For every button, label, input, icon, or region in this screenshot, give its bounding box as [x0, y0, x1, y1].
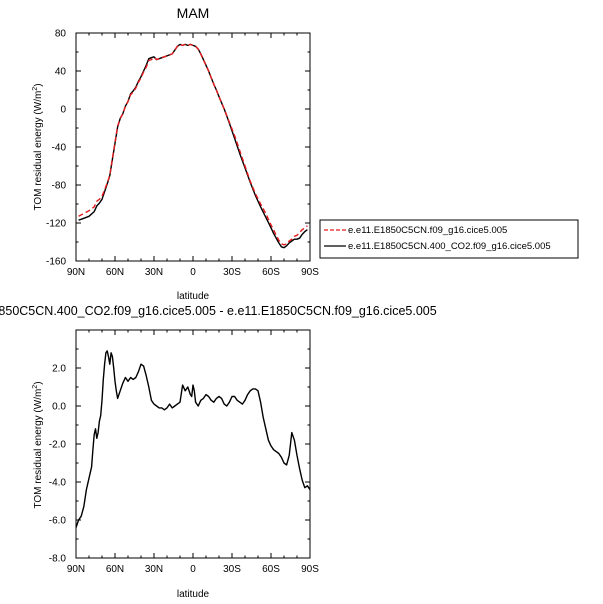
legend-border — [319, 219, 579, 259]
bottom-chart: e.e11.E1850C5CN.400_CO2.f09_g16.cice5.00… — [0, 304, 437, 600]
y-tick-label: -8.0 — [49, 554, 67, 565]
plot-frame — [75, 32, 311, 262]
series-line-1 — [78, 43, 308, 246]
x-tick-label: 90N — [67, 267, 85, 278]
y-tick-label: -6.0 — [49, 516, 67, 527]
y-tick-label: 40 — [55, 67, 67, 78]
x-tick-label: 30N — [145, 564, 163, 575]
x-tick-label: 60S — [262, 267, 280, 278]
y-axis-label: TOM residual energy (W/m2) — [32, 381, 44, 508]
y-tick-label: -2.0 — [49, 440, 67, 451]
legend: e.e11.E1850C5CN.f09_g16.cice5.005 e.e11.… — [319, 219, 579, 259]
y-tick-label: -160 — [46, 257, 66, 268]
y-tick-label: 2.0 — [52, 364, 66, 375]
plot-frame — [75, 329, 311, 559]
x-tick-label: 90S — [301, 564, 319, 575]
x-tick-label: 30S — [223, 564, 241, 575]
chart-title: MAM — [177, 5, 210, 21]
series-line-1 — [76, 350, 310, 528]
x-axis-label: latitude — [177, 589, 210, 600]
y-tick-label: -40 — [52, 143, 67, 154]
y-tick-label: -80 — [52, 181, 67, 192]
y-tick-label: -120 — [46, 219, 66, 230]
top-chart: MAM latitude TOM residual energy (W/m2) … — [32, 5, 319, 302]
x-tick-label: 60N — [106, 267, 124, 278]
y-tick-label: 0 — [60, 105, 66, 116]
x-tick-label: 60S — [262, 564, 280, 575]
x-tick-label: 30N — [145, 267, 163, 278]
x-tick-label: 0 — [190, 564, 196, 575]
y-tick-label: -4.0 — [49, 478, 67, 489]
x-axis-label: latitude — [177, 291, 210, 302]
x-tick-label: 60N — [106, 564, 124, 575]
x-tick-label: 90N — [67, 564, 85, 575]
y-tick-label: 0.0 — [52, 402, 66, 413]
legend-entry-series-1: e.e11.E1850C5CN.f09_g16.cice5.005 — [348, 225, 507, 236]
x-tick-label: 90S — [301, 267, 319, 278]
y-axis-label: TOM residual energy (W/m2) — [32, 83, 44, 210]
legend-entry-series-2: e.e11.E1850C5CN.400_CO2.f09_g16.cice5.00… — [348, 241, 551, 252]
difference-chart-title: e.e11.E1850C5CN.400_CO2.f09_g16.cice5.00… — [0, 304, 437, 318]
series-line-2 — [78, 43, 308, 249]
y-tick-label: 80 — [55, 29, 67, 40]
x-tick-label: 0 — [190, 267, 196, 278]
x-tick-label: 30S — [223, 267, 241, 278]
